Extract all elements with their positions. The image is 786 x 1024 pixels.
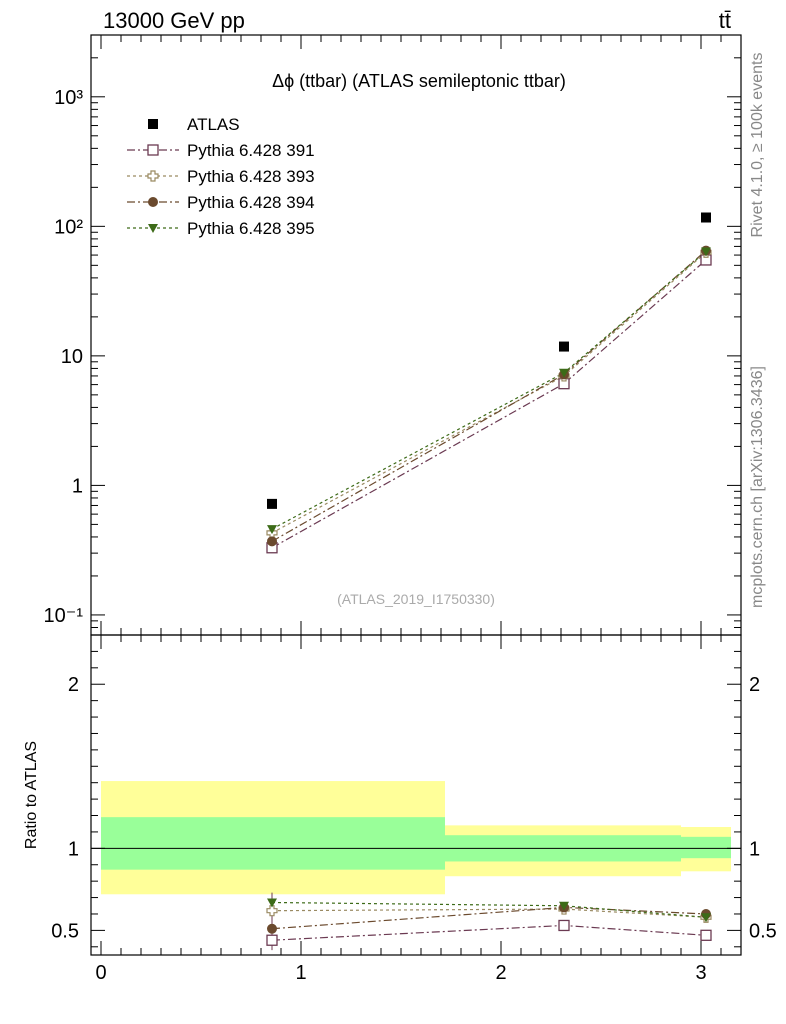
ratio-series-point [701,913,711,923]
legend-label: Pythia 6.428 393 [187,167,315,186]
legend-label: Pythia 6.428 391 [187,141,315,160]
rivet-label: Rivet 4.1.0, ≥ 100k events [749,53,766,238]
y-tick-label: 10² [54,216,83,238]
mcplots-label: mcplots.cern.ch [arXiv:1306.3436] [749,366,766,608]
atlas-data-point [267,498,277,509]
series-point [267,536,277,547]
ratio-series-point [700,929,712,941]
series-line [271,259,707,549]
series-point [559,368,569,378]
ratio-y-tick-label-right: 2 [749,674,760,696]
x-tick-label: 1 [295,962,306,984]
atlas-data-point [559,341,569,352]
ratio-series-point [266,934,278,946]
watermark: (ATLAS_2019_I1750330) [337,591,495,607]
y-tick-label: 10⁻¹ [44,605,84,627]
ratio-y-tick-label-right: 0.5 [749,920,777,942]
header-right: tt̄ [719,8,731,33]
ratio-y-tick-label-left: 1 [68,838,79,860]
ratio-series-point [558,919,570,932]
legend-label: Pythia 6.428 394 [187,193,315,212]
uncertainty-band-green [101,817,445,870]
legend-marker [148,119,158,129]
x-tick-label: 2 [495,962,506,984]
ratio-series-point [267,898,277,908]
legend-label: ATLAS [187,115,240,134]
ratio-series-point [267,923,277,934]
y-tick-label: 1 [72,475,83,497]
ratio-series-line [271,924,707,941]
legend-label: Pythia 6.428 395 [187,219,315,238]
ratio-y-tick-label-left: 0.5 [51,920,79,942]
legend-marker [148,197,158,207]
ratio-y-axis-label: Ratio to ATLAS [23,741,40,849]
x-tick-label: 0 [95,962,106,984]
legend-marker [148,224,158,233]
header-left: 13000 GeV pp [103,8,245,33]
ratio-plot-frame [90,634,742,956]
legend-marker [147,170,159,182]
ratio-y-tick-label-left: 2 [68,674,79,696]
uncertainty-band-green [681,836,731,859]
ratio-series-point [266,905,278,917]
chart-title: Δϕ (ttbar) (ATLAS semileptonic ttbar) [272,71,566,91]
y-tick-label: 10³ [54,87,83,109]
ratio-y-tick-label-right: 1 [749,838,760,860]
y-tick-label: 10 [61,346,83,368]
legend-marker [147,144,159,156]
series-line [271,250,707,530]
ratio-series-line [271,906,707,930]
ratio-series-line [271,901,707,918]
atlas-data-point [701,212,711,223]
series-point [267,525,277,535]
ratio-series-line [271,908,707,918]
series-point [701,247,711,257]
series-line [271,251,707,534]
ratio-series-point [559,901,569,911]
legend: ATLAS Pythia 6.428 391 Pythia 6.428 393 Pyt… [127,115,315,238]
x-tick-label: 3 [695,962,706,984]
